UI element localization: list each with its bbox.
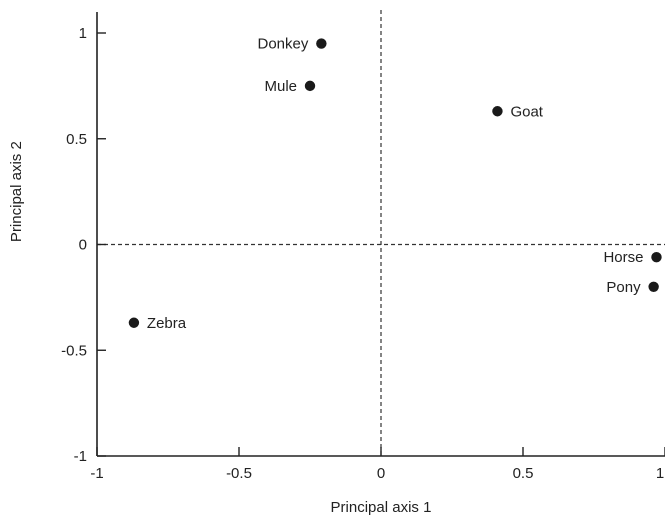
point-label-horse: Horse: [603, 249, 643, 266]
y-tick-label: -0.5: [61, 342, 87, 359]
x-tick-label: 0: [377, 465, 385, 482]
point-label-mule: Mule: [264, 78, 297, 95]
point-label-pony: Pony: [606, 279, 641, 296]
x-axis-label: Principal axis 1: [331, 499, 432, 516]
point-label-goat: Goat: [510, 103, 543, 120]
reference-lines: [97, 10, 665, 456]
point-donkey: [316, 38, 327, 49]
y-tick-label: 0.5: [66, 131, 87, 148]
point-mule: [304, 80, 316, 92]
point-pony: [648, 281, 659, 292]
x-tick-label: -1: [90, 465, 103, 482]
point-horse: [651, 251, 662, 263]
point-label-zebra: Zebra: [147, 315, 187, 332]
point-zebra: [128, 317, 140, 328]
y-tick-label: -1: [74, 448, 87, 465]
x-tick-label: -0.5: [226, 465, 252, 482]
point-label-donkey: Donkey: [258, 36, 309, 53]
data-points: Donkey Mule Goat Horse Pony Zebra: [128, 36, 662, 332]
x-tick-label: 1: [656, 465, 664, 482]
x-tick-label: 0.5: [513, 465, 534, 482]
point-goat: [492, 106, 503, 117]
y-axis-label: Principal axis 2: [8, 141, 25, 242]
y-tick-label: 1: [79, 25, 87, 42]
tick-labels: -1 -0.5 0 0.5 1 -1 -0.5 0 0.5 1: [61, 25, 665, 482]
y-tick-label: 0: [79, 237, 87, 254]
